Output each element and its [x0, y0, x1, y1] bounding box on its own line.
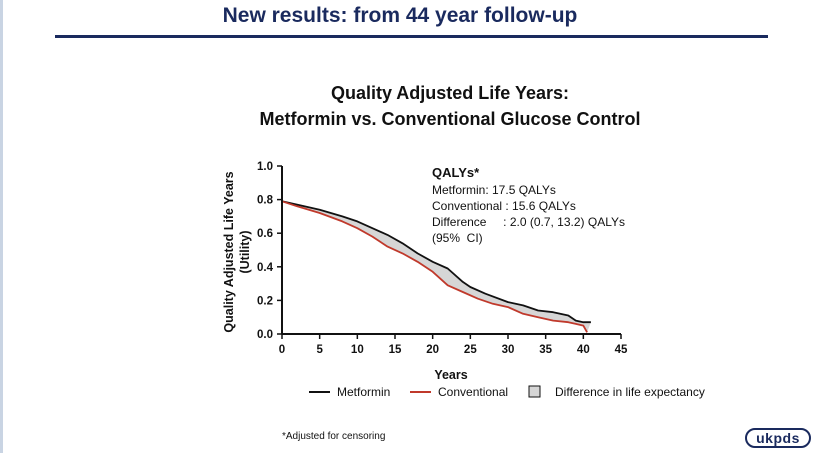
- x-tick-label: 20: [426, 344, 439, 356]
- annotation-difference: Difference : 2.0 (0.7, 13.2) QALYs: [432, 215, 625, 229]
- x-tick-label: 35: [539, 344, 552, 356]
- x-tick-label: 15: [389, 344, 402, 356]
- legend: Metformin Conventional Difference in lif…: [309, 385, 705, 399]
- x-tick-label: 30: [502, 344, 515, 356]
- x-tick-label: 0: [279, 344, 285, 356]
- y-axis-label-line-2: (Utility): [238, 230, 252, 273]
- chart-title: Quality Adjusted Life Years: Metformin v…: [150, 80, 750, 132]
- slide-title: New results: from 44 year follow-up: [222, 4, 578, 27]
- y-tick-label: 0.2: [257, 295, 273, 307]
- y-axis-label-line-1: Quality Adjusted Life Years: [222, 171, 236, 332]
- ukpds-logo: ukpds: [745, 428, 811, 448]
- y-tick-label: 0.0: [257, 329, 273, 341]
- y-tick-label: 0.6: [257, 228, 273, 240]
- legend-difference-label: Difference in life expectancy: [555, 385, 705, 399]
- annotation-conventional: Conventional : 15.6 QALYs: [432, 199, 576, 213]
- title-divider: [55, 35, 768, 38]
- y-axis: 0.0 0.2 0.4 0.6 0.8 1.0: [257, 161, 283, 341]
- y-tick-label: 0.8: [257, 195, 274, 207]
- annotation-ci: (95% CI): [432, 231, 483, 245]
- difference-area: [282, 201, 591, 333]
- slide-left-edge: [0, 0, 3, 453]
- difference-area-layer: [282, 201, 591, 333]
- footnote: *Adjusted for censoring: [282, 431, 386, 442]
- legend-conventional-label: Conventional: [438, 385, 508, 399]
- x-axis: 0 5 10 15 20 25 30 35 40 45: [279, 333, 628, 356]
- x-tick-label: 45: [615, 344, 628, 356]
- annotation-heading: QALYs*: [432, 165, 480, 180]
- x-tick-label: 25: [464, 344, 477, 356]
- legend-difference-swatch: [528, 385, 541, 398]
- y-tick-label: 0.4: [257, 262, 274, 274]
- legend-metformin-label: Metformin: [337, 385, 390, 399]
- metformin-line: [281, 200, 591, 324]
- x-axis-label: Years: [434, 368, 467, 382]
- y-tick-label: 1.0: [257, 161, 273, 173]
- chart-title-line-2: Metformin vs. Conventional Glucose Contr…: [259, 109, 641, 129]
- annotation-metformin: Metformin: 17.5 QALYs: [432, 183, 556, 197]
- chart-title-line-1: Quality Adjusted Life Years:: [330, 83, 570, 103]
- x-tick-label: 10: [351, 344, 364, 356]
- x-tick-label: 40: [577, 344, 590, 356]
- conventional-line: [281, 200, 588, 333]
- qaly-annotation: QALYs* Metformin: 17.5 QALYs Conventiona…: [432, 165, 625, 245]
- x-tick-label: 5: [316, 344, 323, 356]
- series-layer: [281, 200, 591, 333]
